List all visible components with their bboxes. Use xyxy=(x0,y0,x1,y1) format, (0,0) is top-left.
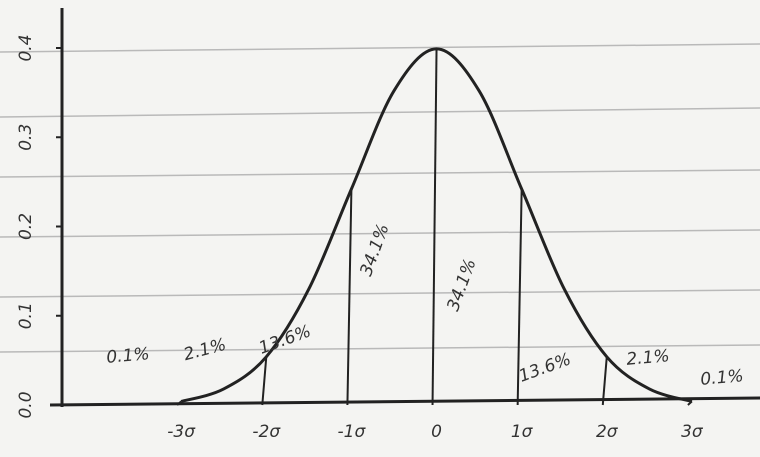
sigma-line xyxy=(601,356,608,406)
y-tick-label: 0.2 xyxy=(16,213,36,240)
x-tick-label: 0 xyxy=(431,422,442,442)
x-tick-label: -3σ xyxy=(167,422,196,442)
region-label: 0.1% xyxy=(700,366,745,390)
sigma-line xyxy=(431,48,438,406)
rule-line xyxy=(0,43,760,53)
ruled-lines xyxy=(0,43,760,353)
region-label: 2.1% xyxy=(626,346,671,370)
rule-line xyxy=(0,344,760,353)
sigma-line xyxy=(516,188,523,406)
curve xyxy=(180,47,693,403)
y-tick-label: 0.0 xyxy=(16,391,36,418)
y-tick-label: 0.4 xyxy=(16,34,36,61)
x-axis xyxy=(49,396,760,407)
sigma-line xyxy=(176,400,182,406)
rule-line xyxy=(0,289,760,298)
y-tick-label: 0.3 xyxy=(16,124,36,151)
rule-line xyxy=(0,229,760,238)
x-tick-label: -2σ xyxy=(252,422,281,442)
region-label: 0.1% xyxy=(106,344,151,368)
x-tick-label: 3σ xyxy=(681,422,704,442)
sigma-line xyxy=(261,356,268,406)
sigma-line xyxy=(346,188,353,406)
rule-line xyxy=(0,169,760,178)
x-tick-label: -1σ xyxy=(338,422,367,442)
x-tick-label: 1σ xyxy=(511,422,534,442)
x-tick-label: 2σ xyxy=(596,422,619,442)
y-tick-label: 0.1 xyxy=(16,302,36,329)
rule-line xyxy=(0,107,760,118)
